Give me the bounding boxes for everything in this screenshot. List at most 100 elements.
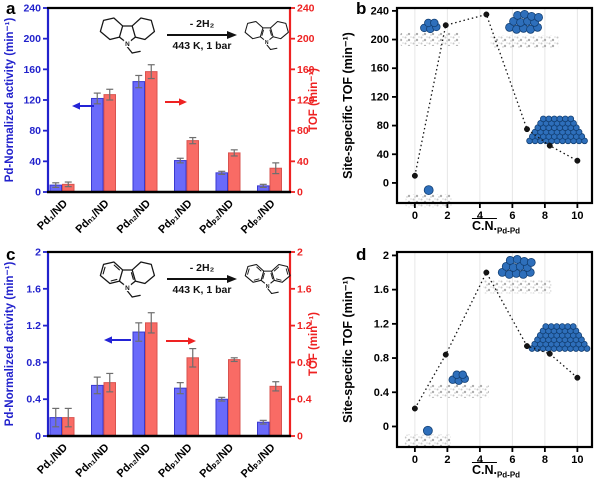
svg-text:Pd₁/ND: Pd₁/ND [35,198,70,233]
svg-text:0.8: 0.8 [374,353,389,365]
data-point [574,374,581,381]
data-point [411,172,418,179]
svg-text:Site-specific TOF (min⁻¹): Site-specific TOF (min⁻¹) [341,32,355,179]
svg-text:200: 200 [297,33,315,45]
activity-bar [132,331,145,437]
svg-text:0.4: 0.4 [26,394,41,406]
panel-d: 0 2 4 6 8 10 0 0.4 0.8 1.2 1.6 2 Site-specific TOF (… [300,244,600,488]
svg-text:Pdₚ₁/ND: Pdₚ₁/ND [156,198,194,236]
svg-text:80: 80 [377,120,389,132]
data-point [546,142,553,149]
svg-text:4: 4 [477,210,484,222]
svg-text:N: N [125,285,130,292]
svg-text:1.2: 1.2 [26,320,41,332]
panel-label-c: c [6,245,16,264]
structure-insets [400,9,588,208]
svg-text:N: N [125,41,130,48]
svg-text:Pdₚ₂/ND: Pdₚ₂/ND [198,442,237,481]
data-point [483,11,490,18]
svg-text:Pdₚ₃/ND: Pdₚ₃/ND [239,442,278,481]
svg-text:1.6: 1.6 [297,283,312,295]
svg-text:Pdₚ₃/ND: Pdₚ₃/ND [239,198,278,237]
product-molecule-icon: N [244,263,291,295]
data-point [411,405,418,412]
activity-bar [215,398,228,437]
tof-bar [186,357,199,437]
product-molecule-icon: N [244,20,289,50]
activity-bar [174,387,187,437]
cn-sub: Pd-Pd [496,470,521,480]
axis-pointer-arrows [104,336,196,345]
svg-text:0: 0 [383,177,389,189]
svg-text:0: 0 [412,210,418,222]
svg-text:160: 160 [371,63,389,75]
svg-text:6: 6 [509,210,515,222]
svg-text:240: 240 [297,3,315,15]
svg-text:40: 40 [29,156,41,168]
panel-label-d: d [356,245,367,264]
svg-text:0: 0 [383,421,389,433]
svg-text:40: 40 [297,156,309,168]
svg-text:0: 0 [35,187,41,199]
pd4-cluster-on-support [428,370,489,398]
cn-main: C.N. [471,219,497,233]
axis-pointer-arrows [72,98,187,110]
svg-text:TOF (min⁻¹): TOF (min⁻¹) [308,68,320,132]
reaction-scheme-a: N - 2H₂ 443 K, 1 bar N [94,6,300,64]
svg-text:1.6: 1.6 [374,284,389,296]
svg-text:Pdₙ₂/ND: Pdₙ₂/ND [115,198,153,236]
bar-chart-a: 0 0 40 40 80 80 120 120 160 160 200 200 240 240 Pd₁/ND… [4,3,320,237]
svg-text:2: 2 [444,210,450,222]
pd-nanoparticle [526,115,588,145]
structure-insets [404,254,591,448]
conditions-label: 443 K, 1 bar [172,284,232,296]
svg-text:120: 120 [297,95,315,107]
data-point [524,343,530,350]
svg-text:N: N [265,39,269,45]
data-point [442,22,449,29]
tof-bar [269,385,282,437]
tof-bar [228,359,241,437]
tof-bar [228,152,241,193]
tof-bar [145,71,158,193]
svg-text:0.4: 0.4 [297,394,312,406]
svg-text:Pd-Normalized activity (min⁻¹): Pd-Normalized activity (min⁻¹) [4,262,16,427]
svg-text:10: 10 [571,210,583,222]
svg-text:2: 2 [297,247,303,259]
svg-text:200: 200 [371,34,389,46]
svg-text:4: 4 [477,454,484,466]
svg-text:2: 2 [444,454,450,466]
svg-text:240: 240 [371,5,389,17]
activity-bar [132,81,145,193]
svg-text:N: N [266,284,270,290]
single-pd-atom-on-support [404,425,451,448]
cn-sub: Pd-Pd [496,226,521,236]
tof-bar [103,94,116,193]
reaction-arrow-icon [167,275,237,283]
svg-text:80: 80 [297,125,309,137]
svg-text:8: 8 [542,210,548,222]
bars [49,312,282,437]
svg-text:Pdₙ₁/ND: Pdₙ₁/ND [73,442,111,480]
svg-text:0.4: 0.4 [374,387,390,399]
svg-text:0: 0 [412,454,418,466]
svg-text:0: 0 [297,187,303,199]
reactant-molecule-icon: N [99,16,156,54]
data-point [524,126,530,133]
svg-text:0.8: 0.8 [26,357,41,369]
svg-text:6: 6 [509,454,515,466]
scatter-plot: 0 2 4 6 8 10 0 40 80 120 160 200 240 Site-specific TO… [341,5,594,222]
svg-text:0: 0 [35,431,41,443]
svg-text:120: 120 [371,91,389,103]
data-point [483,269,490,276]
reactant-molecule-icon: N [99,260,156,298]
svg-text:Pd₁/ND: Pd₁/ND [35,442,70,477]
reaction-conditions-c: - 2H₂ 443 K, 1 bar [166,262,238,296]
svg-text:1.6: 1.6 [26,283,41,295]
hydrogen-loss-label: - 2H₂ [189,262,215,274]
bar-chart-c: 0 0 0.4 0.4 0.8 0.8 1.2 1.2 1.6 1.6 2 2 Pd₁/ND Pdₙ₁/N… [4,247,320,481]
reaction-conditions-a: - 2H₂ 443 K, 1 bar [166,18,238,52]
scatter-plot: 0 2 4 6 8 10 0 0.4 0.8 1.2 1.6 2 Site-specific TOF (… [341,250,594,466]
svg-text:2: 2 [383,250,389,262]
